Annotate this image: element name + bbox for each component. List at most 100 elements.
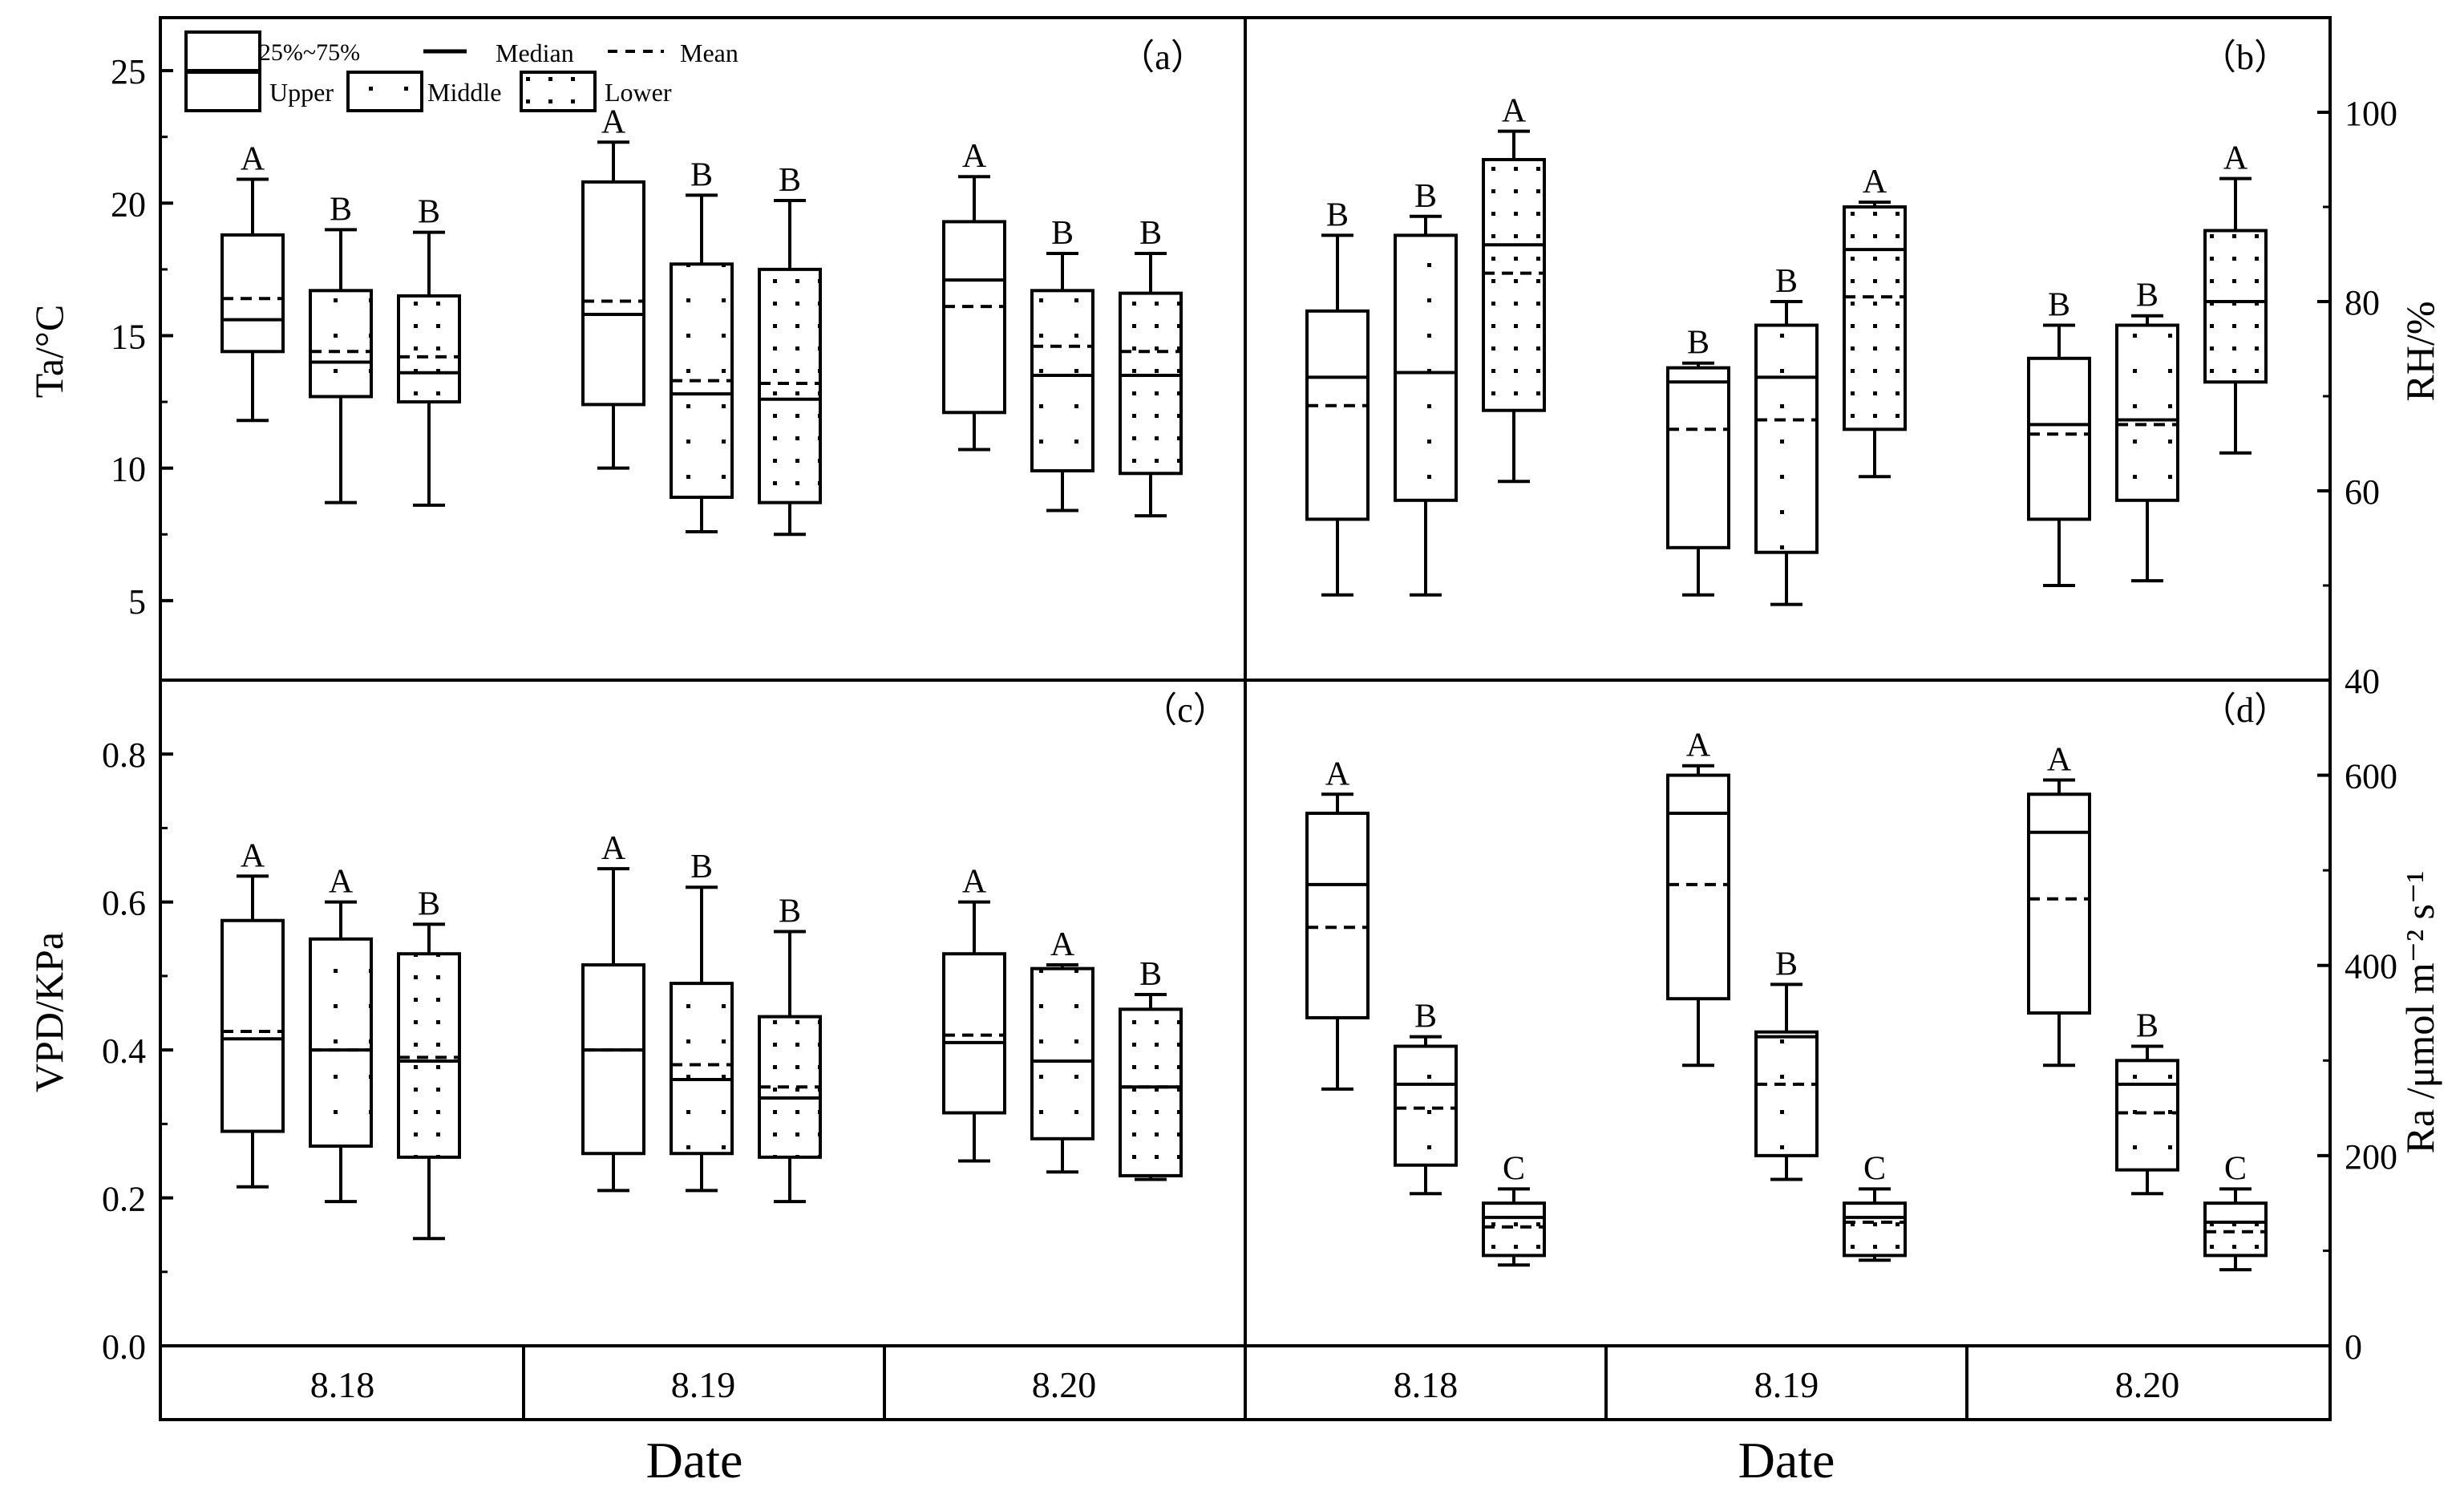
panel-b-819-lower-box (1843, 205, 1907, 431)
panel-b-tick-label: 60 (2345, 472, 2380, 512)
panel-a-tick-label: 10 (111, 450, 146, 489)
panel-b-818-middle-letter: B (1414, 178, 1437, 215)
y-axis-title-c: VPD/KPa (26, 932, 71, 1092)
panel-d-819-middle-box (1754, 1030, 1819, 1157)
panel-c-819-upper-letter: A (601, 830, 626, 867)
panel-b-819-middle-letter: B (1775, 263, 1798, 300)
panel-d-818-middle-box (1394, 1044, 1458, 1167)
panel-d-819-middle-letter: B (1775, 946, 1798, 982)
panel-d-ra: 0 200 400 600 A B C A B C A B C (1305, 727, 2397, 1367)
legend-middle-swatch (346, 71, 423, 112)
panel-d-818-middle-letter: B (1414, 999, 1437, 1035)
panel-c-820-lower-letter: B (1139, 956, 1162, 993)
panel-b-819-upper-letter: B (1687, 325, 1709, 362)
panel-a-tick-label: 25 (111, 52, 146, 91)
legend-box-label: 25%~75% (259, 39, 360, 66)
panel-a-tick-label: 5 (128, 582, 146, 622)
y-axis-title-a: Ta/°C (26, 305, 71, 398)
date-label-right-819: 8.19 (1754, 1364, 1819, 1405)
panel-a-820-middle-box (1030, 289, 1094, 472)
panel-d-820-middle-box (2115, 1059, 2179, 1172)
panel-d-tick-label: 600 (2345, 757, 2397, 796)
panel-b-818-middle-box (1394, 233, 1458, 502)
panel-c-tick-label: 0.2 (102, 1180, 146, 1219)
panel-d-818-upper-letter: A (1325, 756, 1350, 792)
panel-d-819-upper-letter: A (1686, 727, 1711, 764)
panel-a-819-lower-box (758, 267, 822, 504)
panel-a-tick-label: 20 (111, 184, 146, 224)
panel-a-818-lower-box (397, 294, 461, 404)
panel-a-818-middle-box (309, 289, 373, 399)
panel-a-818-upper-box (221, 233, 285, 354)
panel-b-818-upper-letter: B (1326, 196, 1349, 233)
y-axis-title-b: RH/% (2397, 302, 2442, 402)
figure-frame (159, 16, 2332, 1421)
date-label-right-820: 8.20 (2115, 1364, 2180, 1405)
panel-c-tick-label: 0.6 (102, 884, 146, 923)
panel-a-819-upper-letter: A (601, 103, 626, 140)
panel-b-818-upper-box (1305, 309, 1370, 521)
panel-c-vpd: 0.0 0.2 0.4 0.6 0.8 A A B A B B A A B (102, 735, 1183, 1367)
date-label-left-819: 8.19 (671, 1364, 736, 1405)
legend: 25%~75% Median Mean Upper Middle Lower (184, 30, 738, 112)
date-label-left-820: 8.20 (1032, 1364, 1097, 1405)
panel-d-820-lower-box (2203, 1201, 2268, 1258)
legend-lower-swatch (520, 71, 597, 112)
panel-d-819-upper-box (1666, 773, 1730, 1001)
panel-c-819-lower-letter: B (779, 893, 801, 930)
date-label-right-818: 8.18 (1394, 1364, 1459, 1405)
panel-a-820-lower-box (1119, 291, 1183, 476)
panel-a-820-upper-letter: A (962, 138, 987, 175)
legend-middle-label: Middle (427, 78, 501, 107)
panel-label-c: （c） (1142, 691, 1228, 730)
panel-c-820-lower-box (1119, 1007, 1183, 1177)
panel-b-820-upper-box (2027, 356, 2091, 521)
panel-b-tick-label: 100 (2345, 94, 2397, 133)
panel-a-819-middle-letter: B (690, 156, 713, 193)
panel-b-tick-label: 80 (2345, 283, 2380, 322)
x-axis-title-left: Date (646, 1432, 743, 1489)
panel-c-820-upper-box (942, 952, 1006, 1115)
panel-b-rh: 40 60 80 100 B B A B B A B B A (1305, 93, 2397, 701)
panel-c-818-lower-letter: B (418, 885, 440, 922)
panel-c-818-lower-box (397, 952, 461, 1159)
panel-a-818-middle-letter: B (330, 191, 352, 228)
panel-a-ta: 5 10 15 20 25 A B B A B B A B B (111, 52, 1183, 622)
panel-a-818-upper-letter: A (241, 141, 265, 178)
panel-b-820-middle-box (2115, 323, 2179, 502)
panel-b-819-lower-letter: A (1863, 164, 1887, 201)
panel-a-819-lower-letter: B (779, 162, 801, 199)
panel-b-818-lower-box (1482, 158, 1546, 412)
legend-median-label: Median (496, 38, 574, 67)
panel-b-820-lower-box (2203, 229, 2268, 384)
panel-d-818-upper-box (1305, 812, 1370, 1019)
panel-b-820-middle-letter: B (2136, 278, 2159, 314)
panel-a-819-upper-box (581, 180, 645, 407)
x-axis-title-right: Date (1738, 1432, 1835, 1489)
y-axis-title-d: Ra /μmol m⁻² s⁻¹ (2397, 871, 2442, 1154)
panel-c-tick-label: 0.8 (102, 735, 146, 775)
legend-upper-label: Upper (269, 78, 334, 107)
legend-mean-label: Mean (680, 38, 738, 67)
panel-c-818-middle-letter: A (329, 864, 354, 901)
panel-label-b: （b） (2201, 38, 2289, 77)
panel-b-818-lower-letter: A (1502, 93, 1527, 130)
date-label-left-818: 8.18 (310, 1364, 375, 1405)
panel-c-820-upper-letter: A (962, 864, 987, 901)
panel-d-820-middle-letter: B (2136, 1008, 2159, 1045)
panel-d-tick-label: 0 (2345, 1327, 2362, 1367)
panel-d-818-lower-box (1482, 1201, 1546, 1258)
panel-c-820-middle-letter: A (1050, 926, 1075, 963)
panel-d-820-upper-letter: A (2047, 742, 2072, 779)
panel-c-819-middle-box (670, 982, 734, 1156)
panel-d-tick-label: 200 (2345, 1137, 2397, 1177)
panel-c-818-middle-box (309, 937, 373, 1149)
panel-d-820-upper-box (2027, 792, 2091, 1015)
panel-a-820-upper-box (942, 220, 1006, 415)
legend-box-swatch (184, 30, 261, 72)
panel-b-819-middle-box (1754, 323, 1819, 554)
legend-upper-swatch (184, 71, 261, 112)
panel-d-818-lower-letter: C (1503, 1150, 1525, 1187)
panel-c-819-middle-letter: B (690, 849, 713, 885)
